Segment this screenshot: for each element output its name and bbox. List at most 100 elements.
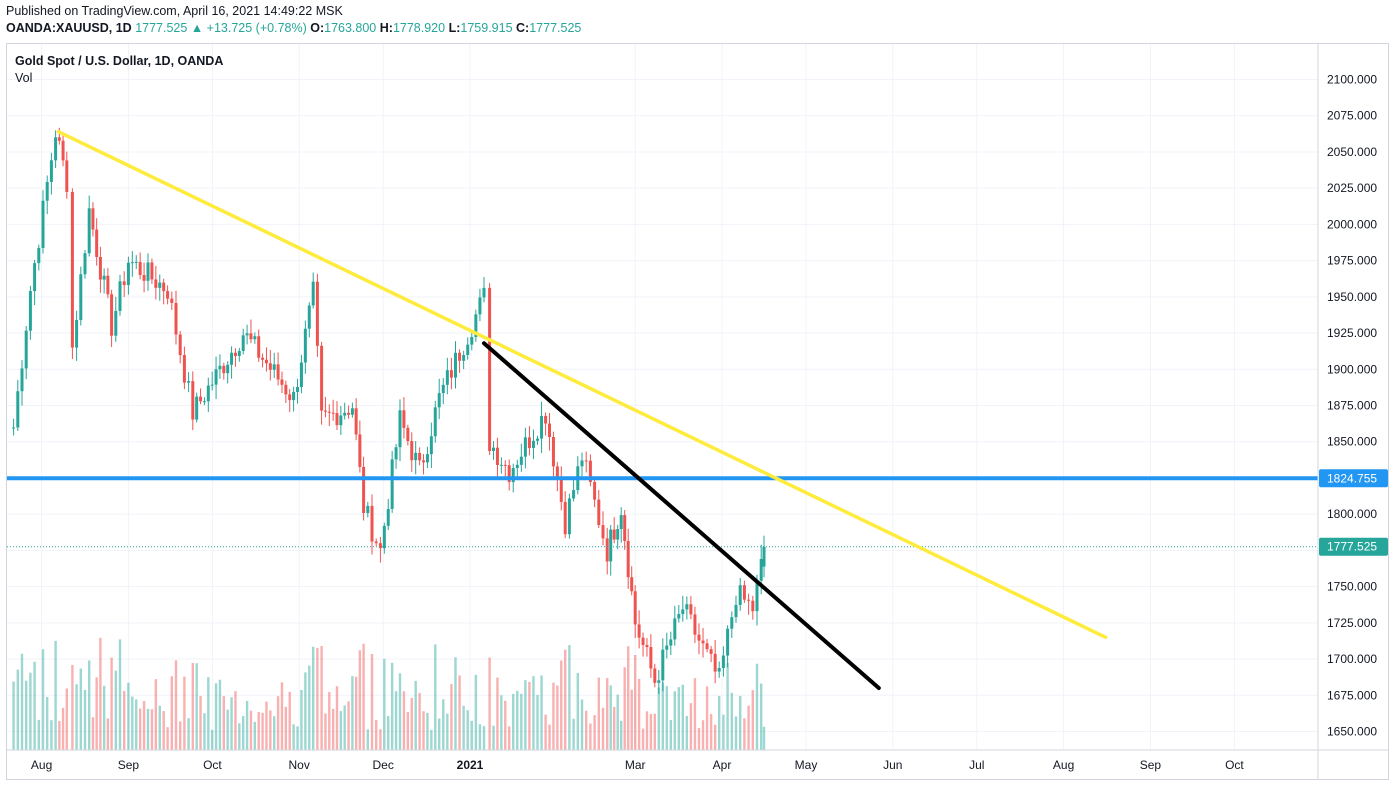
trendline-long bbox=[56, 129, 1108, 640]
up-arrow-icon: ▲ bbox=[190, 21, 204, 35]
candle-body bbox=[665, 645, 669, 650]
x-tick-label: Aug bbox=[31, 758, 52, 772]
volume-bar bbox=[191, 662, 194, 750]
candle-body bbox=[299, 362, 303, 387]
x-tick-label: Sep bbox=[1140, 758, 1162, 772]
candle-body bbox=[98, 256, 102, 280]
volume-bar bbox=[580, 699, 584, 750]
last-price-tag-label: 1777.525 bbox=[1327, 540, 1377, 554]
candle-body bbox=[230, 352, 234, 365]
candle-body bbox=[661, 649, 665, 681]
candle-body bbox=[507, 465, 511, 483]
candle-body bbox=[697, 634, 701, 641]
price-tags: 1824.755 1777.525 bbox=[1319, 469, 1388, 556]
volume-bar bbox=[410, 697, 413, 750]
volume-bar bbox=[203, 713, 206, 750]
volume-bar bbox=[609, 685, 612, 750]
candle-body bbox=[41, 200, 45, 248]
candle-body bbox=[410, 441, 414, 461]
candle-body bbox=[601, 525, 605, 539]
volume-bar bbox=[398, 673, 402, 750]
volume-bar bbox=[516, 690, 519, 750]
candle-body bbox=[470, 336, 474, 345]
candle-body bbox=[49, 160, 53, 182]
candle-body bbox=[422, 460, 426, 463]
candle-body bbox=[515, 464, 519, 469]
candle-body bbox=[597, 499, 601, 526]
candle-body bbox=[126, 262, 130, 286]
candle-body bbox=[28, 291, 32, 331]
close-label: C: bbox=[516, 21, 530, 35]
volume-bar bbox=[726, 662, 729, 750]
y-tick-label: 1900.000 bbox=[1327, 362, 1377, 376]
candle-body bbox=[233, 352, 237, 357]
candle-body bbox=[307, 305, 311, 329]
candle-body bbox=[673, 618, 677, 640]
volume-bar bbox=[88, 660, 91, 750]
chart-frame bbox=[6, 43, 1389, 780]
volume-bar bbox=[179, 721, 182, 750]
volume-bar bbox=[478, 724, 482, 750]
candle-body bbox=[503, 464, 507, 466]
volume-bar bbox=[170, 676, 173, 750]
candle-body bbox=[580, 460, 584, 467]
volume-bar bbox=[665, 686, 668, 750]
x-tick-label: Mar bbox=[625, 758, 646, 772]
candle-body bbox=[122, 281, 126, 286]
candle-body bbox=[563, 501, 567, 535]
candle-body bbox=[482, 287, 486, 298]
candle-body bbox=[462, 354, 466, 361]
candle-body bbox=[272, 364, 276, 370]
volume-bar bbox=[434, 644, 437, 750]
volume-bars bbox=[12, 637, 766, 750]
volume-bar bbox=[637, 678, 641, 750]
volume-bar bbox=[474, 674, 478, 750]
volume-bar bbox=[366, 729, 369, 750]
candle-body bbox=[253, 336, 257, 340]
volume-bar bbox=[335, 686, 339, 750]
candle-body bbox=[474, 314, 478, 337]
low-label: L: bbox=[448, 21, 461, 35]
candle-body bbox=[315, 281, 319, 346]
trendline-short bbox=[482, 341, 881, 691]
candle-body bbox=[445, 370, 449, 385]
candle-body bbox=[406, 427, 410, 442]
volume-bar bbox=[199, 695, 202, 750]
open-label: O: bbox=[310, 21, 325, 35]
volume-bar bbox=[222, 696, 226, 750]
volume-bar bbox=[394, 691, 398, 750]
volume-bar bbox=[339, 711, 343, 750]
candle-body bbox=[370, 505, 374, 542]
volume-bar bbox=[402, 691, 406, 750]
volume-bar bbox=[613, 706, 616, 750]
candle-body bbox=[102, 275, 106, 280]
candle-body bbox=[331, 412, 335, 414]
volume-bar bbox=[370, 654, 374, 750]
volume-bar bbox=[166, 727, 169, 750]
candle-body bbox=[499, 464, 503, 466]
open-value: 1763.800 bbox=[324, 21, 377, 35]
x-tick-label: Oct bbox=[1225, 758, 1244, 772]
candle-body bbox=[218, 365, 222, 370]
volume-bar bbox=[734, 716, 738, 750]
volume-bar bbox=[218, 679, 222, 750]
time-axis: Aug Sep Oct Nov Dec 2021 Mar Apr May Jun Jul Aug Sep… bbox=[7, 749, 1388, 772]
candle-body bbox=[619, 515, 623, 530]
volume-bar bbox=[697, 728, 701, 750]
volume-bar bbox=[135, 699, 138, 750]
candle-body bbox=[742, 585, 746, 600]
candle-body bbox=[199, 396, 203, 402]
candle-body bbox=[588, 460, 592, 482]
candle-body bbox=[495, 447, 499, 465]
candle-body bbox=[33, 263, 37, 292]
volume-bar bbox=[238, 723, 241, 750]
volume-bar bbox=[162, 711, 165, 750]
y-tick-label: 1850.000 bbox=[1327, 435, 1377, 449]
change: +13.725 (+0.78%) bbox=[206, 21, 307, 35]
volume-bar bbox=[102, 685, 106, 750]
volume-bar bbox=[627, 646, 630, 750]
volume-bar bbox=[16, 669, 19, 750]
volume-bar bbox=[114, 670, 117, 750]
candle-body bbox=[222, 365, 226, 374]
